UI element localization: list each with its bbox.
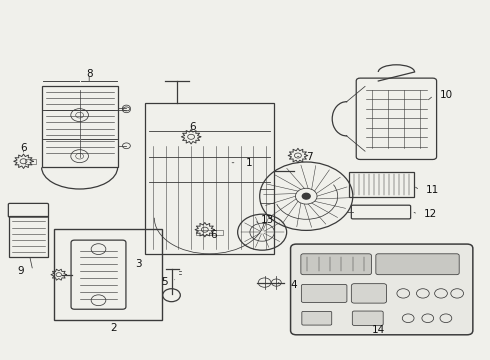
Text: 9: 9 [17,266,24,276]
Text: 11: 11 [425,185,439,195]
FancyBboxPatch shape [301,284,347,302]
Text: 8: 8 [86,69,93,79]
Bar [349,172,414,197]
Text: 5: 5 [161,276,168,287]
FancyBboxPatch shape [302,311,332,325]
Text: 3: 3 [135,258,142,269]
Text: 12: 12 [423,209,437,219]
Text: 4: 4 [291,280,297,290]
FancyBboxPatch shape [351,284,387,303]
FancyBboxPatch shape [301,254,371,275]
Bar [25,159,36,164]
Text: 10: 10 [440,90,452,100]
Text: 1: 1 [245,158,252,168]
Bar [54,229,162,320]
Circle shape [302,193,310,199]
FancyBboxPatch shape [376,254,459,275]
FancyBboxPatch shape [352,311,383,325]
Text: 14: 14 [371,325,385,336]
Text: 7: 7 [306,152,313,162]
FancyBboxPatch shape [291,244,473,335]
Text: 2: 2 [110,323,117,333]
Text: 6: 6 [189,122,196,132]
Bar [196,230,223,235]
Bar [9,216,48,257]
Text: 6: 6 [210,230,217,240]
Bar [42,86,118,167]
Text: 6: 6 [20,143,27,153]
Text: 13: 13 [260,215,274,225]
Bar [145,103,274,254]
